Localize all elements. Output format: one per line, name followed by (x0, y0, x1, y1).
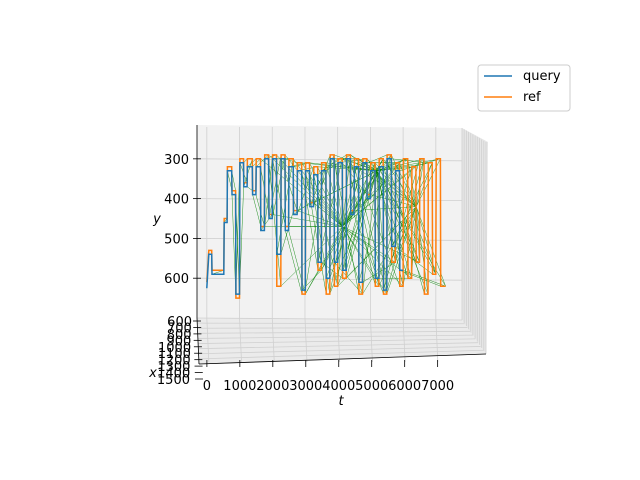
t-tick-label: 5000 (355, 379, 388, 394)
y-tick-label: 300 (164, 153, 189, 168)
floor-grid-line-t (271, 317, 275, 363)
match-line (354, 166, 388, 295)
floor-grid-line-t (435, 317, 439, 363)
floor-grid-line-x (198, 342, 479, 350)
x-tick-label: 600 (167, 315, 192, 330)
x-tick-label: 1300 (157, 360, 190, 375)
x-tick-label: 1200 (158, 354, 191, 369)
match-line (370, 170, 378, 195)
floor-grid-line-x (197, 322, 465, 325)
t-tick-label: 7000 (421, 379, 454, 394)
match-line (395, 206, 417, 263)
match-line (301, 170, 319, 271)
match-line (350, 158, 380, 287)
match-line (329, 226, 343, 295)
x-axis-label: t (338, 394, 344, 409)
match-line (256, 154, 269, 167)
t-tick-label: 6000 (388, 379, 421, 394)
match-line (399, 270, 441, 287)
match-line (376, 158, 425, 172)
legend: query ref (477, 64, 571, 112)
t-tick-label: 0 (203, 379, 211, 394)
floor-grid-line-x (198, 346, 481, 355)
match-line (271, 154, 286, 219)
series-lines (206, 154, 446, 299)
match-line (353, 206, 417, 211)
floor-grid-line-t (369, 317, 373, 363)
y-axis-label: y (152, 212, 161, 227)
match-line (285, 230, 303, 295)
x-tick-label: 1400 (157, 367, 190, 382)
floor-grid-line-t (304, 317, 308, 363)
x-tick-label: 1500 (157, 373, 190, 388)
t-tick-label: 1000 (223, 379, 256, 394)
match-line (342, 226, 380, 287)
match-line (376, 158, 408, 172)
match-line (386, 158, 425, 295)
t-tick-label: 4000 (322, 379, 355, 394)
floor-grid-line-x (197, 330, 471, 334)
floor-grid-line-x (198, 338, 476, 344)
floor-grid-line-t (206, 317, 210, 363)
match-line (402, 206, 417, 287)
match-line (280, 226, 343, 287)
x-axis-line (196, 317, 200, 365)
match-line (309, 162, 377, 172)
floor-grid-line-x (197, 327, 468, 329)
match-line (346, 206, 417, 279)
y-tick-label: 600 (164, 272, 189, 287)
match-line (272, 158, 286, 227)
floor-grid-line-x (198, 349, 484, 360)
legend-label-ref: ref (523, 90, 541, 105)
floor-grid-line-x (197, 334, 473, 339)
match-line (260, 214, 273, 231)
match-line (370, 194, 417, 207)
match-line (376, 158, 384, 171)
match-line (268, 154, 282, 219)
match-line (342, 226, 420, 263)
z-axis-label: x (148, 366, 157, 381)
x-tick-label: 1000 (158, 341, 191, 356)
match-line (353, 170, 378, 211)
series-line-query (206, 158, 404, 295)
y-tick-label: 400 (164, 193, 189, 208)
match-line (376, 170, 429, 295)
t-tick-label: 3000 (289, 379, 322, 394)
match-line (378, 166, 417, 263)
match-line (252, 194, 262, 227)
x-tick-label: 900 (167, 334, 192, 349)
x-tick-label: 700 (167, 321, 192, 336)
y-tick-label: 500 (164, 232, 189, 247)
match-line (376, 162, 433, 172)
match-line (358, 158, 378, 172)
match-line (376, 170, 404, 287)
axis-lines (196, 125, 487, 365)
floor-grid-line-x (196, 317, 463, 321)
match-line (321, 262, 343, 279)
match-line (268, 158, 282, 287)
t-axis-line (198, 353, 487, 365)
x-tick-label: 800 (167, 328, 192, 343)
x-tick-label: 1100 (158, 347, 191, 362)
match-line (246, 186, 253, 191)
legend-label-query: query (523, 69, 561, 84)
t-tick-label: 2000 (256, 379, 289, 394)
match-line (305, 226, 343, 295)
floor-grid-line-t (239, 317, 242, 363)
